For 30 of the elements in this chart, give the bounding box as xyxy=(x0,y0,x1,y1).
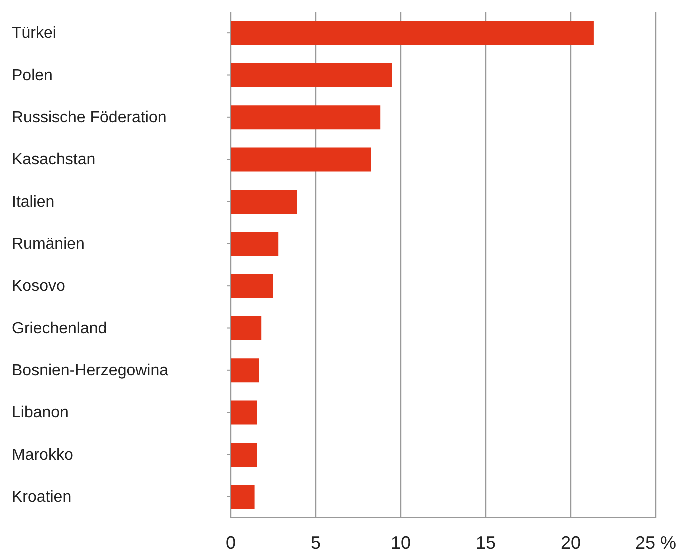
bar xyxy=(231,63,392,88)
y-tick-label: Italien xyxy=(12,194,55,211)
y-tick-label: Türkei xyxy=(12,25,56,42)
y-tick-label: Kasachstan xyxy=(12,152,96,169)
bar xyxy=(231,442,258,467)
x-tick-label: 10 xyxy=(390,532,412,553)
x-tick-label: 20 xyxy=(560,532,582,553)
y-tick-label: Polen xyxy=(12,67,53,84)
y-tick-label: Marokko xyxy=(12,446,74,464)
y-tick-label: Kroatien xyxy=(12,488,72,506)
bar xyxy=(231,21,594,46)
y-tick-label: Griechenland xyxy=(12,320,108,338)
bar xyxy=(231,232,279,256)
bar xyxy=(231,358,260,383)
y-tick-label: Russische Föderation xyxy=(12,109,167,126)
bar xyxy=(231,190,298,214)
bar xyxy=(231,148,372,172)
y-tick-label: Kosovo xyxy=(12,278,66,296)
y-tick-label: Bosnien-Herzegowina xyxy=(12,362,169,380)
y-tick-label: Libanon xyxy=(12,404,69,422)
x-tick-label: 25 % xyxy=(635,532,677,553)
bar xyxy=(231,316,262,340)
bar xyxy=(231,400,258,425)
y-tick-label: Rumänien xyxy=(12,236,85,253)
bar xyxy=(231,274,274,298)
x-tick-label: 5 xyxy=(310,532,322,553)
x-tick-label: 0 xyxy=(226,532,236,553)
bar xyxy=(231,485,255,510)
bar xyxy=(231,106,381,130)
x-tick-label: 15 xyxy=(476,532,496,553)
